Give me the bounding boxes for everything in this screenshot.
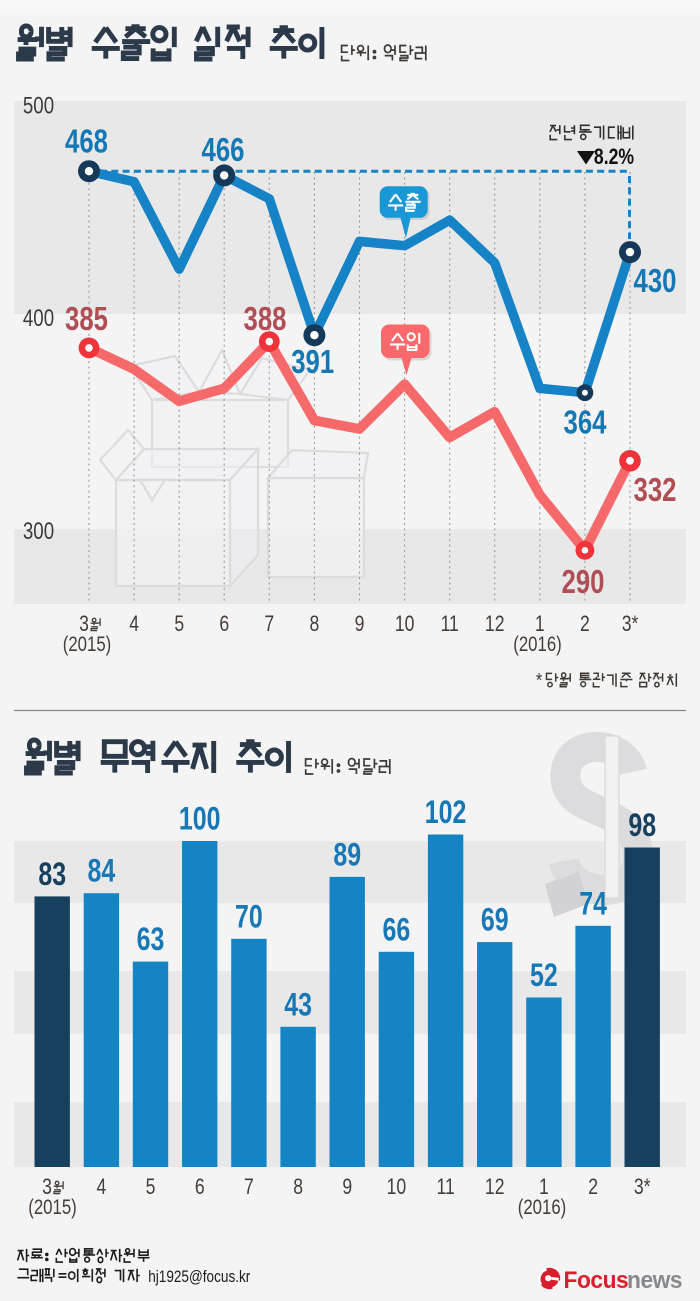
svg-text:2: 2 xyxy=(588,1175,598,1199)
svg-text:9: 9 xyxy=(355,612,365,636)
svg-text:84: 84 xyxy=(88,854,116,890)
svg-text:10: 10 xyxy=(387,1175,407,1199)
svg-text:430: 430 xyxy=(634,263,677,300)
svg-text:89: 89 xyxy=(333,838,361,874)
svg-text:4: 4 xyxy=(129,612,139,636)
svg-text:3*: 3* xyxy=(622,612,639,636)
svg-text:400: 400 xyxy=(23,305,54,332)
svg-text:466: 466 xyxy=(202,132,245,169)
svg-text:7: 7 xyxy=(264,612,274,636)
svg-text:4: 4 xyxy=(97,1175,107,1199)
svg-text:8.2%: 8.2% xyxy=(594,145,634,169)
svg-text:43: 43 xyxy=(284,987,312,1023)
svg-text:5: 5 xyxy=(146,1175,156,1199)
svg-text:385: 385 xyxy=(65,301,108,338)
svg-text:1: 1 xyxy=(539,1175,549,1199)
svg-text:hj1925@focus.kr: hj1925@focus.kr xyxy=(148,1268,250,1287)
svg-text:*: * xyxy=(536,669,542,691)
svg-text:66: 66 xyxy=(383,912,411,948)
svg-text:98: 98 xyxy=(628,808,656,844)
svg-text:12: 12 xyxy=(485,1175,505,1199)
svg-text:300: 300 xyxy=(23,518,54,545)
svg-text:6: 6 xyxy=(219,612,229,636)
svg-text:500: 500 xyxy=(23,92,54,119)
svg-text:12: 12 xyxy=(485,612,505,636)
svg-text:290: 290 xyxy=(562,564,605,601)
svg-text:63: 63 xyxy=(137,922,165,958)
svg-text:364: 364 xyxy=(564,405,607,442)
svg-text:388: 388 xyxy=(244,301,287,338)
svg-text:52: 52 xyxy=(530,958,558,994)
svg-text:(2016): (2016) xyxy=(513,633,562,656)
svg-text:(2015): (2015) xyxy=(63,633,112,656)
svg-text:6: 6 xyxy=(195,1175,205,1199)
svg-text:10: 10 xyxy=(395,612,415,636)
svg-text:1: 1 xyxy=(535,612,545,636)
svg-text:69: 69 xyxy=(481,903,509,939)
svg-text:Focus: Focus xyxy=(564,1267,629,1294)
svg-text:70: 70 xyxy=(235,899,263,935)
svg-text:(2015): (2015) xyxy=(28,1196,77,1219)
svg-text:5: 5 xyxy=(174,612,184,636)
svg-text:100: 100 xyxy=(179,802,221,838)
svg-text:83: 83 xyxy=(38,857,66,893)
svg-text:74: 74 xyxy=(579,886,607,922)
svg-text:468: 468 xyxy=(65,123,108,160)
svg-text:7: 7 xyxy=(244,1175,254,1199)
svg-text:391: 391 xyxy=(291,344,334,381)
svg-text:9: 9 xyxy=(342,1175,352,1199)
svg-text:(2016): (2016) xyxy=(518,1196,567,1219)
svg-text:11: 11 xyxy=(436,1175,454,1199)
svg-text:8: 8 xyxy=(310,612,320,636)
svg-text:3: 3 xyxy=(79,612,89,636)
svg-text:8: 8 xyxy=(293,1175,303,1199)
svg-text:news: news xyxy=(627,1267,682,1294)
svg-text:102: 102 xyxy=(425,795,467,831)
svg-text:3: 3 xyxy=(42,1175,52,1199)
svg-text:3*: 3* xyxy=(634,1175,651,1199)
svg-text:332: 332 xyxy=(634,472,677,509)
svg-text:2: 2 xyxy=(580,612,590,636)
svg-text:11: 11 xyxy=(441,612,459,636)
